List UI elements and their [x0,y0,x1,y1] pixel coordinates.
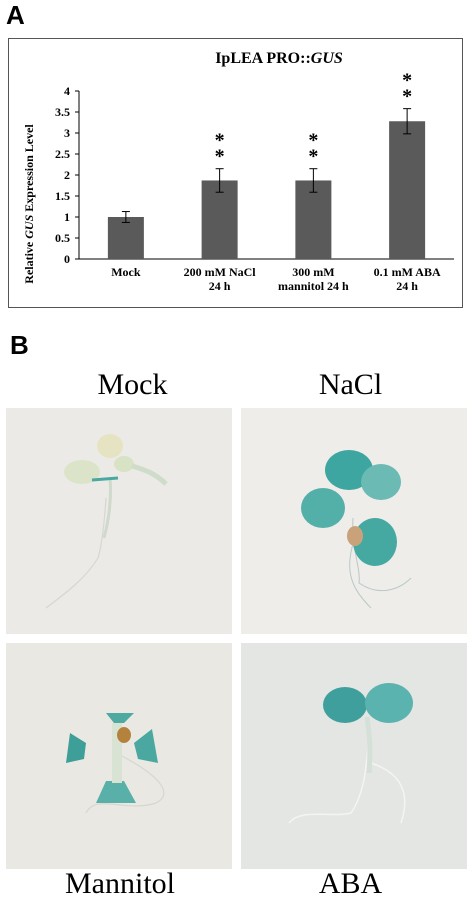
y-tick-label: 1.5 [55,189,70,203]
y-tick-label: 1 [64,210,70,224]
x-tick-label: Mock [111,265,141,279]
significance-mark: * [402,86,412,108]
panel-a-letter: A [6,0,25,30]
y-tick-label: 3 [64,126,70,140]
chart-title-main: IpLEA PRO:: [215,50,311,67]
bar [201,180,238,259]
chart-title-italic: GUS [311,50,343,67]
y-axis-label-italic: GUS [22,214,36,238]
x-tick-label: 200 mM NaCl [184,265,257,279]
photo-label-nacl: NaCl [318,368,383,401]
x-tick-label: mannitol 24 h [278,279,349,293]
seedling-photo-aba [241,643,467,869]
y-axis-label: Relative GUS Expression Level [22,124,36,284]
y-tick-label: 3.5 [55,105,70,119]
bar-chart: IpLEA PRO::GUS Relative GUS Expression L… [22,50,454,293]
significance-mark: * [308,146,318,168]
photo-label-aba: ABA [318,867,383,900]
seedling-photo-nacl [241,408,467,634]
x-tick-label: 24 h [209,279,231,293]
y-tick-label: 0.5 [55,231,70,245]
x-tick-label: 24 h [396,279,418,293]
significance-mark: * [308,130,318,152]
photo-label-mock: Mock [97,368,168,401]
seedling-photo-mannitol [6,643,232,869]
significance-mark: * [215,130,225,152]
y-tick-label: 0 [64,252,70,266]
seedling-photo-mock [6,408,232,634]
panel-b-letter: B [10,330,29,360]
y-tick-label: 2 [64,168,70,182]
bar [107,217,144,259]
y-tick-label: 4 [64,84,70,98]
significance-mark: * [402,70,412,92]
y-axis-label-prefix: Relative [22,239,36,284]
bar [295,180,332,259]
y-axis-label-suffix: Expression Level [22,124,36,215]
bar [389,121,426,260]
x-tick-label: 0.1 mM ABA [374,265,441,279]
photo-label-mannitol: Mannitol [65,867,175,900]
significance-mark: * [215,146,225,168]
y-tick-label: 2.5 [55,147,70,161]
chart-title: IpLEA PRO::GUS [215,50,343,67]
chart-frame: IpLEA PRO::GUS Relative GUS Expression L… [8,38,463,308]
x-tick-label: 300 mM [292,265,334,279]
